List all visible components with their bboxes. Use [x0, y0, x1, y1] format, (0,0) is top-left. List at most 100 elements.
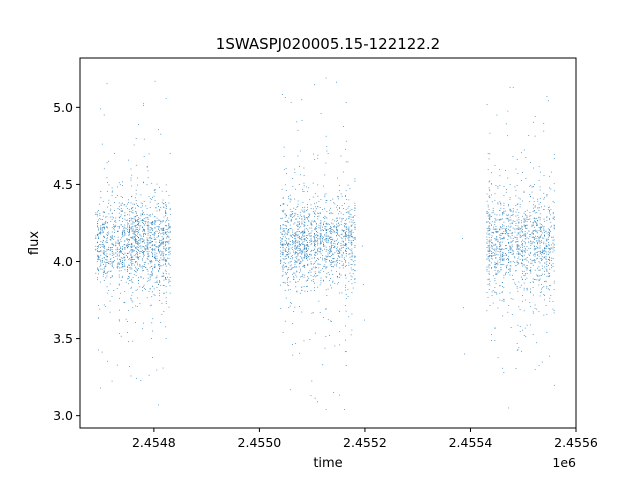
data-point	[103, 226, 105, 228]
data-point	[332, 273, 334, 275]
data-point	[530, 272, 532, 274]
data-point	[146, 241, 148, 243]
data-point	[158, 260, 159, 262]
data-point	[320, 269, 322, 271]
data-point	[521, 250, 522, 252]
data-point	[490, 194, 492, 196]
data-point	[533, 230, 535, 231]
data-point	[149, 246, 151, 248]
data-point	[118, 242, 120, 244]
data-point	[496, 249, 498, 251]
data-point	[131, 278, 133, 280]
data-point	[505, 230, 507, 232]
data-point	[301, 232, 303, 234]
data-point	[297, 247, 299, 249]
data-point	[297, 260, 299, 262]
data-point	[288, 229, 289, 230]
data-point	[163, 285, 165, 286]
data-point	[153, 221, 155, 223]
data-point	[497, 248, 499, 250]
data-point	[310, 263, 312, 265]
data-point	[303, 241, 305, 243]
data-point	[533, 249, 535, 251]
data-point	[129, 264, 130, 266]
data-point	[512, 298, 514, 300]
data-point	[130, 375, 132, 377]
data-point	[111, 266, 113, 267]
data-point	[116, 255, 118, 257]
data-point	[329, 246, 330, 248]
data-point	[120, 250, 122, 252]
data-point	[128, 234, 129, 236]
data-point	[529, 212, 531, 213]
data-point	[495, 257, 497, 259]
data-point	[509, 184, 511, 185]
data-point	[327, 254, 329, 256]
data-point	[350, 264, 352, 266]
data-point	[345, 228, 347, 230]
data-point	[133, 231, 135, 233]
data-point	[302, 274, 304, 276]
data-point	[301, 251, 303, 253]
data-point	[494, 250, 496, 251]
data-point	[138, 249, 139, 251]
data-point	[499, 251, 501, 253]
data-point	[497, 269, 499, 271]
data-point	[303, 264, 305, 266]
data-point	[310, 261, 312, 263]
data-point	[121, 233, 123, 235]
data-point	[494, 193, 496, 195]
data-point	[302, 244, 304, 246]
data-point	[161, 243, 163, 245]
data-point	[526, 277, 528, 279]
data-point	[521, 251, 522, 252]
data-point	[147, 252, 149, 254]
data-point	[128, 225, 130, 227]
data-point	[164, 248, 166, 250]
data-point	[511, 214, 513, 216]
data-point	[317, 235, 318, 237]
data-point	[512, 208, 514, 210]
data-point	[325, 268, 327, 270]
data-point	[314, 276, 316, 278]
data-point	[494, 266, 496, 268]
data-point	[137, 215, 138, 216]
data-point	[502, 254, 504, 256]
data-point	[143, 256, 144, 258]
data-point	[518, 229, 520, 230]
data-point	[143, 254, 144, 256]
data-point	[298, 238, 300, 240]
data-point	[497, 260, 499, 262]
data-point	[351, 243, 353, 245]
data-point	[135, 203, 137, 205]
data-point	[287, 245, 289, 246]
data-point	[135, 247, 136, 248]
data-point	[118, 206, 120, 208]
data-point	[544, 235, 545, 237]
data-point	[142, 249, 143, 251]
data-point	[127, 332, 128, 334]
data-point	[312, 211, 314, 212]
data-point	[510, 265, 512, 267]
data-point	[146, 268, 148, 270]
data-point	[553, 226, 555, 228]
data-point	[533, 245, 535, 247]
data-point	[160, 322, 162, 323]
data-point	[135, 211, 136, 213]
data-point	[282, 224, 284, 226]
data-point	[314, 271, 316, 273]
data-point	[132, 250, 134, 251]
data-point	[306, 237, 307, 238]
data-point	[154, 192, 156, 193]
data-point	[156, 230, 158, 232]
data-point	[111, 261, 113, 263]
data-point	[512, 279, 514, 280]
data-point	[489, 222, 491, 224]
data-point	[503, 274, 505, 276]
data-point	[302, 241, 304, 243]
data-point	[510, 298, 512, 300]
data-point	[532, 186, 534, 188]
data-point	[103, 257, 105, 258]
data-point	[354, 239, 356, 240]
data-point	[130, 223, 132, 225]
